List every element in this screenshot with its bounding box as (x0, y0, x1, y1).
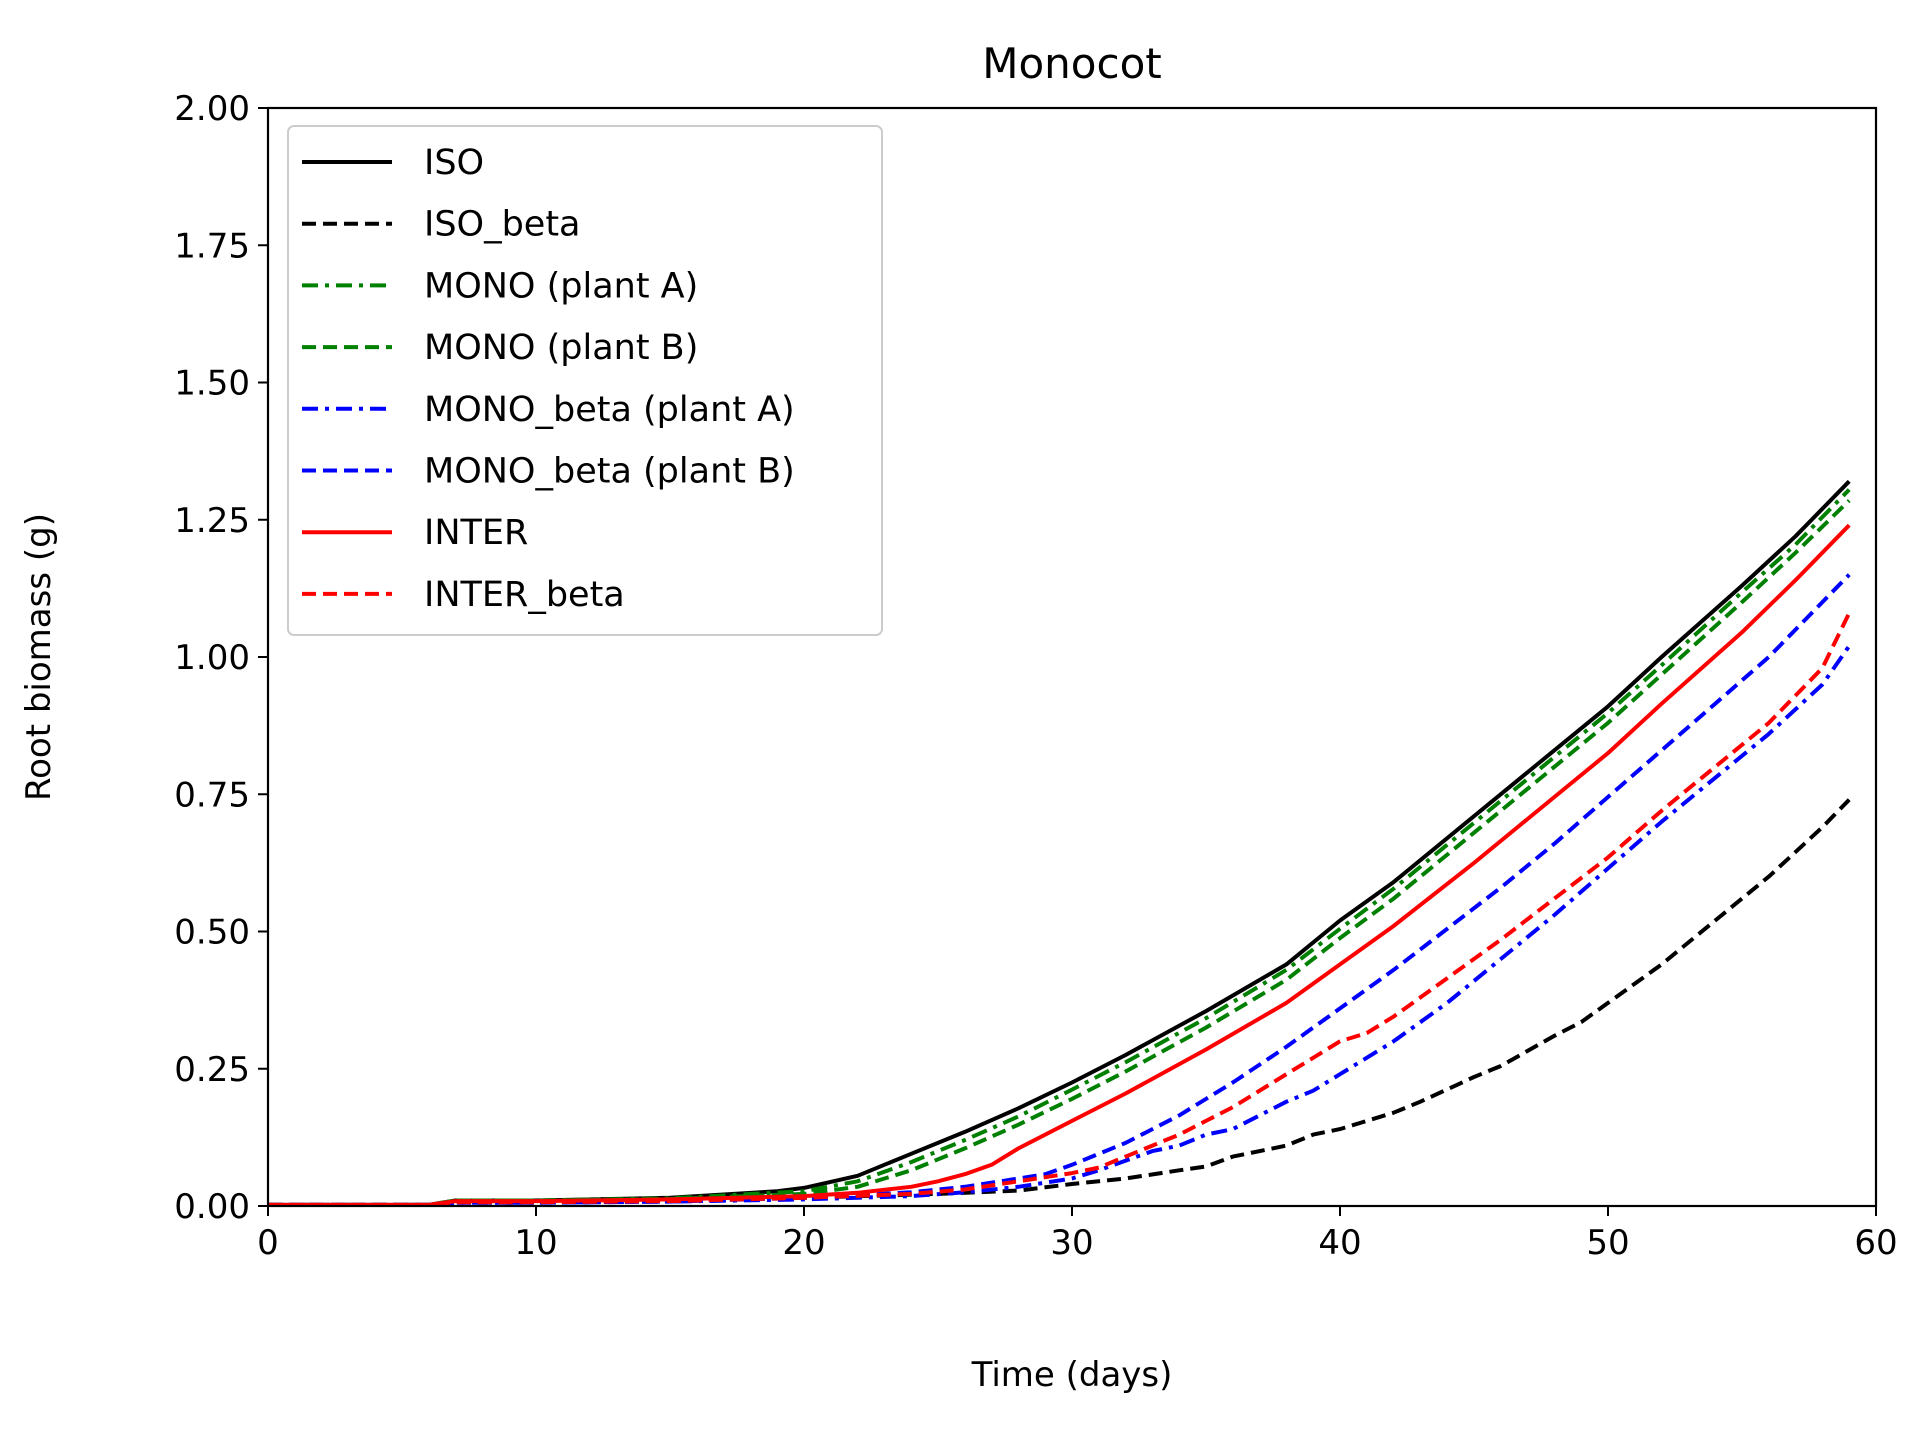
legend-label: MONO_beta (plant B) (424, 452, 795, 492)
legend-label: MONO_beta (plant A) (424, 390, 795, 430)
y-tick-label: 1.75 (174, 226, 250, 266)
y-axis-label: Root biomass (g) (19, 513, 59, 801)
y-tick-label: 2.00 (174, 89, 250, 129)
series-line-inter-beta (268, 612, 1851, 1207)
x-axis-label: Time (days) (971, 1355, 1173, 1395)
series-line-mono-beta-plant-a (268, 644, 1851, 1207)
x-axis-ticks: 0 10 20 30 40 50 60 (257, 1206, 1898, 1263)
x-tick-label: 20 (782, 1223, 825, 1263)
legend-label: ISO (424, 143, 484, 183)
series-line-mono-beta-plant-b (268, 573, 1851, 1207)
y-tick-label: 1.00 (174, 638, 250, 678)
y-tick-label: 0.50 (174, 913, 250, 953)
x-tick-label: 10 (514, 1223, 557, 1263)
y-tick-label: 1.50 (174, 364, 250, 404)
y-tick-label: 0.00 (174, 1187, 250, 1227)
legend-label: INTER (424, 513, 528, 553)
series-line-mono-plant-a (268, 488, 1851, 1207)
y-tick-label: 0.25 (174, 1050, 250, 1090)
x-tick-label: 30 (1050, 1223, 1093, 1263)
legend-box (287, 125, 883, 636)
legend-label: INTER_beta (424, 575, 625, 615)
y-axis-ticks: 0.00 0.25 0.50 0.75 1.00 1.25 1.50 1.75 2.00 (174, 89, 268, 1227)
x-tick-label: 0 (257, 1223, 279, 1263)
y-tick-label: 1.25 (174, 501, 250, 541)
x-tick-label: 50 (1586, 1223, 1629, 1263)
x-tick-label: 40 (1318, 1223, 1361, 1263)
x-tick-label: 60 (1854, 1223, 1897, 1263)
legend-label: MONO (plant B) (424, 328, 698, 368)
series-layer (268, 479, 1851, 1207)
chart-title: Monocot (982, 39, 1162, 88)
series-line-iso-beta (268, 798, 1851, 1207)
legend: ISO ISO_beta MONO (plant A) MONO (plant B) M… (287, 125, 883, 636)
legend-label: MONO (plant A) (424, 266, 698, 306)
legend-label: ISO_beta (424, 205, 581, 245)
y-tick-label: 0.75 (174, 775, 250, 815)
